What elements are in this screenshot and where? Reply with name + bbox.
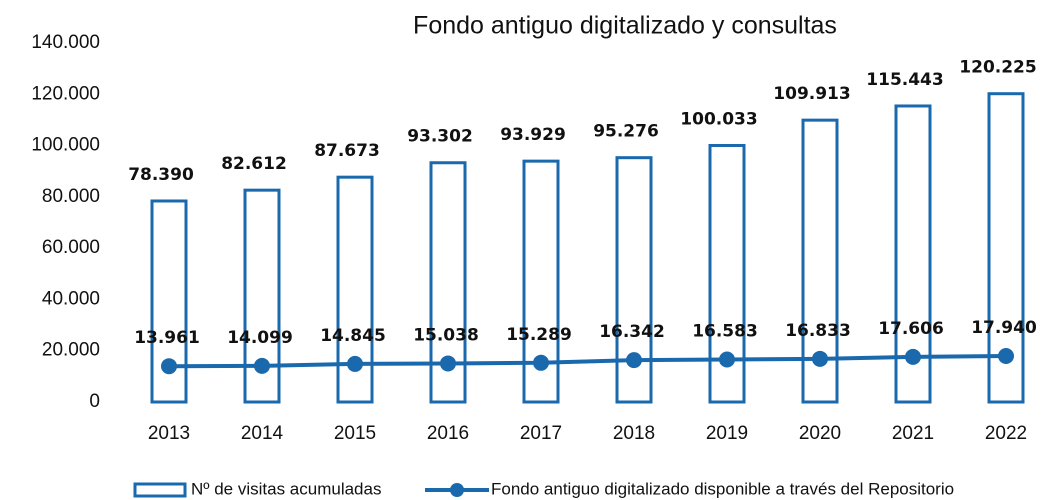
data-label: 93.302 xyxy=(407,127,473,147)
line-marker xyxy=(533,354,549,371)
x-tick-label: 2022 xyxy=(985,423,1027,444)
legend-swatch xyxy=(133,482,187,498)
y-tick-label: 140.000 xyxy=(31,32,100,53)
data-label: 15.038 xyxy=(413,325,479,345)
data-label: 16.342 xyxy=(599,322,665,342)
line-marker xyxy=(626,352,642,369)
y-tick-label: 60.000 xyxy=(42,237,100,258)
y-tick-label: 80.000 xyxy=(42,186,100,207)
data-label: 17.606 xyxy=(878,319,944,339)
data-label: 82.612 xyxy=(221,154,287,174)
legend-label: Nº de visitas acumuladas xyxy=(191,479,381,498)
line-marker xyxy=(998,347,1014,364)
x-tick-label: 2021 xyxy=(892,423,934,444)
data-label: 100.033 xyxy=(680,109,757,129)
legend-label: Fondo antiguo digitalizado disponible a … xyxy=(491,479,954,498)
y-tick-label: 100.000 xyxy=(31,135,100,156)
y-tick-label: 40.000 xyxy=(42,288,100,309)
data-label: 87.673 xyxy=(314,141,380,161)
line xyxy=(168,353,1007,369)
x-tick-label: 2018 xyxy=(613,423,655,444)
line-marker xyxy=(347,355,363,372)
data-label: 13.961 xyxy=(134,328,200,348)
line-marker xyxy=(254,357,270,374)
line-marker xyxy=(161,358,177,375)
data-label: 14.845 xyxy=(320,326,386,346)
data-label: 115.443 xyxy=(866,70,943,90)
chart-title: Fondo antiguo digitalizado y consultas xyxy=(413,12,837,40)
data-label: 78.390 xyxy=(128,165,194,185)
line-marker xyxy=(719,351,735,368)
x-tick-label: 2014 xyxy=(241,423,284,444)
legend-swatch-marker xyxy=(450,483,464,497)
y-tick-label: 0 xyxy=(89,391,100,412)
x-tick-label: 2015 xyxy=(334,423,376,444)
data-label: 17.940 xyxy=(971,318,1037,338)
data-label: 95.276 xyxy=(593,122,659,142)
data-label: 93.929 xyxy=(500,125,566,145)
data-label: 120.225 xyxy=(959,58,1036,78)
x-tick-label: 2017 xyxy=(520,423,562,444)
y-tick-label: 20.000 xyxy=(42,340,100,361)
data-label: 14.099 xyxy=(227,328,293,348)
data-label: 109.913 xyxy=(773,84,850,104)
y-tick-label: 120.000 xyxy=(31,83,100,104)
line-marker xyxy=(812,350,828,367)
line-marker xyxy=(440,355,456,372)
x-tick-label: 2019 xyxy=(706,423,748,444)
data-label: 15.289 xyxy=(506,325,572,345)
x-tick-label: 2020 xyxy=(799,423,841,444)
x-tick-label: 2013 xyxy=(148,423,190,444)
data-label: 16.583 xyxy=(692,321,758,341)
x-tick-label: 2016 xyxy=(427,423,469,444)
line-marker xyxy=(905,348,921,365)
data-label: 16.833 xyxy=(785,321,851,341)
